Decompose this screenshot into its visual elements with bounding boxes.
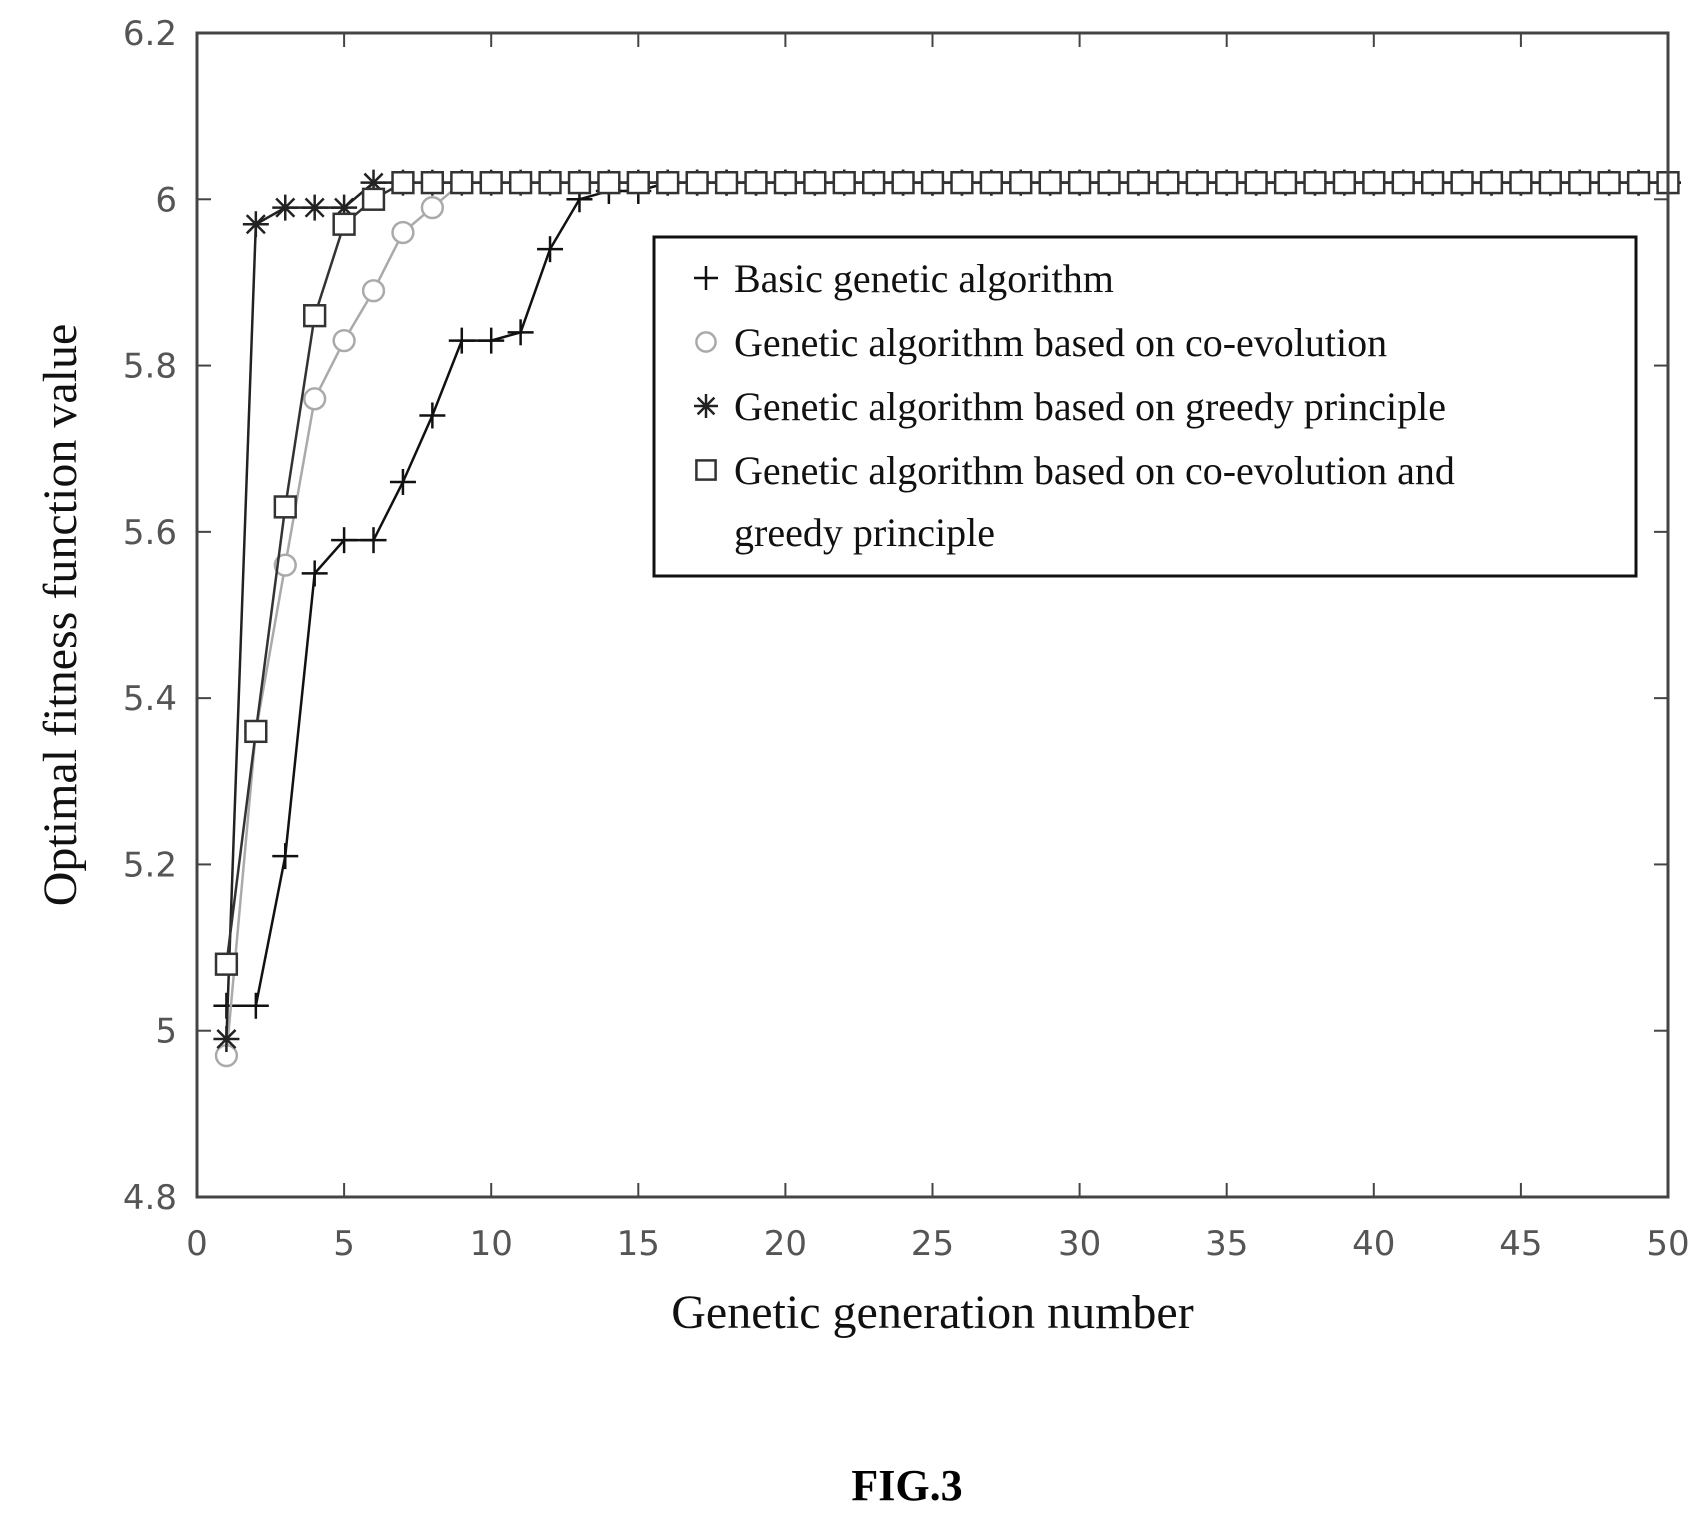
data-point-square <box>361 187 386 211</box>
data-point-square <box>773 171 798 195</box>
data-point-square <box>450 171 474 195</box>
data-point-square <box>332 212 356 236</box>
data-point-square <box>1538 171 1562 195</box>
data-point-circle <box>273 553 297 577</box>
x-tick-label: 0 <box>186 1224 208 1264</box>
y-tick-label: 6.2 <box>123 14 177 54</box>
y-axis-title: Optimal fitness function value <box>34 324 87 907</box>
x-tick-label: 30 <box>1058 1224 1101 1264</box>
data-point-square <box>1362 171 1386 195</box>
data-point-square <box>656 171 680 195</box>
y-tick-label: 5.4 <box>123 679 177 719</box>
data-point-square <box>832 171 856 195</box>
legend-label: Genetic algorithm based on co-evolution … <box>734 448 1455 493</box>
data-point-square <box>920 171 945 195</box>
data-point-square <box>1597 171 1621 195</box>
data-point-square <box>597 171 621 195</box>
y-tick-label: 5 <box>155 1012 177 1052</box>
data-point-square <box>214 952 239 976</box>
data-point-square <box>950 171 974 195</box>
data-point-square <box>979 171 1003 195</box>
data-point-circle <box>332 328 356 353</box>
x-tick-label: 40 <box>1352 1224 1395 1264</box>
data-point-square <box>1097 171 1121 195</box>
data-point-square <box>244 719 268 744</box>
y-tick-label: 6 <box>155 180 177 220</box>
legend-box <box>652 235 1638 578</box>
data-point-square <box>1185 171 1209 195</box>
x-tick-label: 5 <box>333 1224 355 1264</box>
data-point-square <box>803 171 827 195</box>
data-point-square <box>1009 171 1033 195</box>
data-point-square <box>391 171 415 195</box>
y-tick-label: 4.8 <box>123 1178 177 1218</box>
x-tick-label: 10 <box>470 1224 513 1264</box>
data-point-square <box>1332 171 1357 195</box>
data-point-square <box>479 171 503 195</box>
data-point-star <box>304 197 325 218</box>
x-tick-label: 45 <box>1499 1224 1542 1264</box>
data-point-square <box>1568 171 1592 195</box>
legend-marker-circle <box>695 331 717 353</box>
data-point-square <box>1215 171 1239 195</box>
legend-label: Genetic algorithm based on greedy princi… <box>734 384 1446 429</box>
data-point-square <box>420 171 445 195</box>
series-layer <box>213 169 1681 1068</box>
data-point-square <box>891 171 915 195</box>
data-point-square <box>744 171 768 195</box>
data-point-square <box>1038 171 1062 195</box>
y-tick-label: 5.8 <box>123 347 177 387</box>
data-point-square <box>1391 171 1415 195</box>
data-point-star <box>245 214 266 235</box>
figure-label: FIG.3 <box>851 1461 962 1510</box>
data-point-square <box>1420 171 1445 195</box>
x-axis-title: Genetic generation number <box>671 1286 1193 1339</box>
x-tick-label: 15 <box>617 1224 660 1264</box>
data-point-square <box>1450 171 1474 195</box>
x-tick-label: 20 <box>764 1224 807 1264</box>
data-point-square <box>626 171 650 195</box>
data-point-star <box>216 1029 237 1050</box>
data-point-square <box>273 495 297 519</box>
data-point-square <box>1509 171 1533 195</box>
data-point-square <box>508 171 533 195</box>
legend-marker-star <box>696 396 716 416</box>
legend-marker-square <box>695 459 717 481</box>
data-point-star <box>275 197 296 218</box>
data-point-square <box>567 171 592 195</box>
series-square <box>214 171 1680 976</box>
data-point-square <box>714 171 739 195</box>
data-point-square <box>1626 171 1651 195</box>
y-tick-label: 5.6 <box>123 513 177 553</box>
data-point-square <box>862 171 886 195</box>
data-point-square <box>1273 171 1298 195</box>
data-point-square <box>1067 171 1092 195</box>
x-tick-label: 35 <box>1205 1224 1248 1264</box>
legend: Basic genetic algorithm Genetic algorithm… <box>652 235 1638 578</box>
data-point-square <box>685 171 709 195</box>
tick-layer: 0 5 10 15 20 25 30 35 40 45 50 4.8 5 5.2 5.4 5.6 5.8 6 6.2 <box>123 14 1690 1264</box>
data-point-square <box>1244 171 1268 195</box>
data-point-circle <box>420 195 445 220</box>
plot-area-frame <box>195 31 1670 1199</box>
data-point-square <box>1479 171 1504 195</box>
data-point-square <box>1156 171 1180 195</box>
data-point-square <box>303 304 327 328</box>
data-point-square <box>1303 171 1327 195</box>
data-point-circle <box>361 279 386 303</box>
x-tick-label: 25 <box>911 1224 954 1264</box>
y-tick-label: 5.2 <box>123 845 177 885</box>
x-tick-label: 50 <box>1646 1224 1689 1264</box>
legend-label: Basic genetic algorithm <box>734 256 1114 301</box>
data-point-circle <box>391 220 415 245</box>
legend-label: Genetic algorithm based on co-evolution <box>734 320 1387 365</box>
data-point-circle <box>303 387 327 411</box>
data-point-square <box>538 171 562 195</box>
legend-label: greedy principle <box>734 510 995 555</box>
data-point-square <box>1126 171 1151 195</box>
